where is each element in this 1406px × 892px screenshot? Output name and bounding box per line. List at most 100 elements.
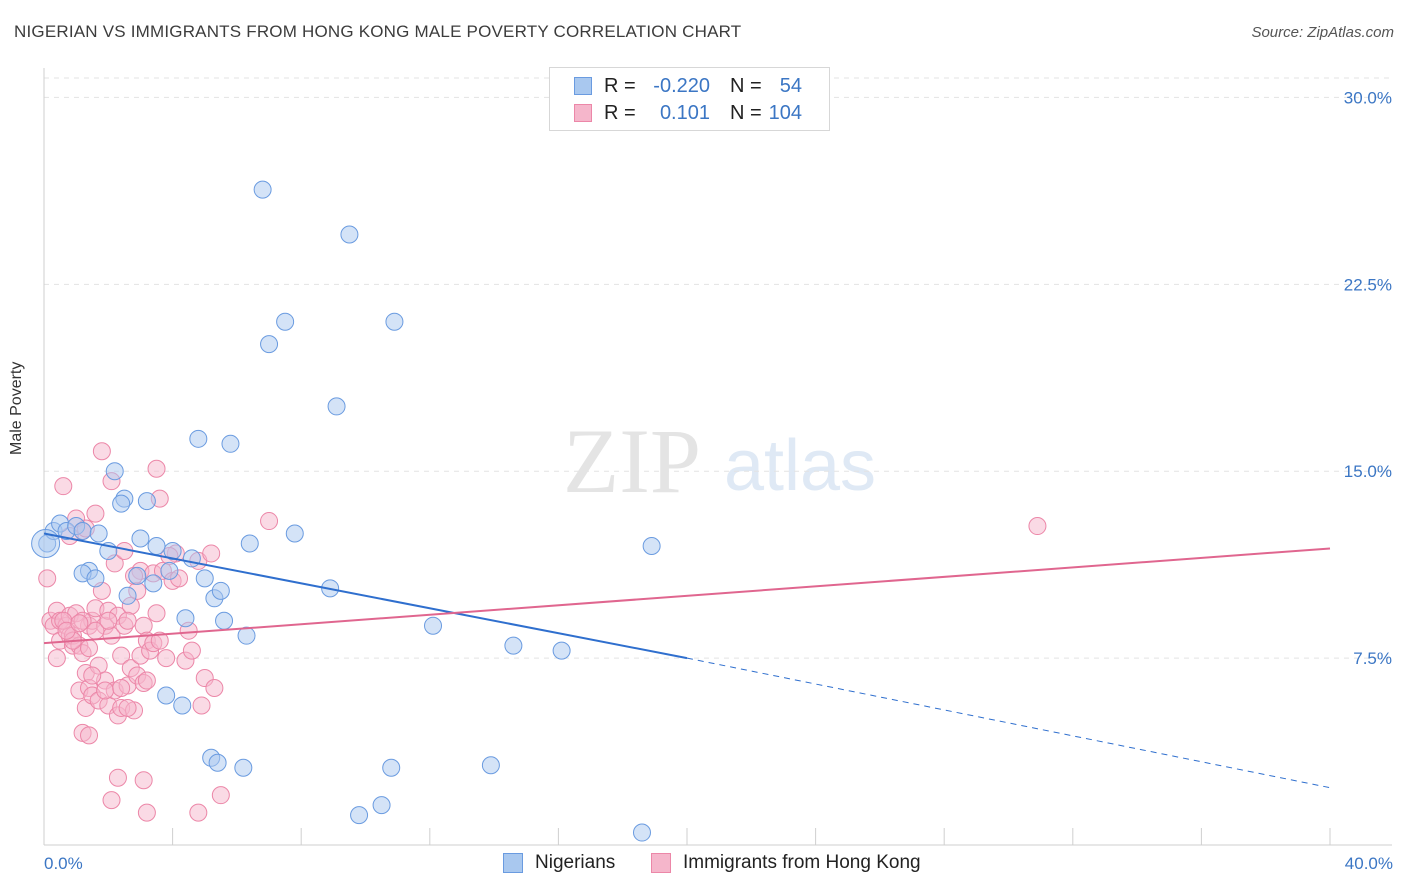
x-tick-label: 0.0% <box>44 854 83 873</box>
legend-r-label: R = <box>604 101 636 124</box>
trend-line-nigerians-extrapolated <box>686 657 1331 789</box>
gridlines <box>44 77 1392 659</box>
data-point-hong-kong <box>92 442 111 461</box>
data-point-hong-kong <box>86 504 105 523</box>
data-point-nigerians <box>89 524 108 543</box>
data-point-nigerians <box>118 586 137 605</box>
tick-labels: 7.5% 15.0% 22.5% 30.0% 0.0% 40.0% <box>44 88 1393 873</box>
data-point-nigerians <box>276 312 295 331</box>
legend-r-value: 0.101 <box>659 101 710 124</box>
data-point-nigerians <box>221 434 240 453</box>
legend-item-hong-kong[interactable]: Immigrants from Hong Kong <box>651 852 921 874</box>
data-point-hong-kong <box>83 666 102 685</box>
data-point-nigerians <box>182 549 201 568</box>
trend-line-nigerians <box>43 532 688 660</box>
data-point-hong-kong <box>99 611 118 630</box>
data-point-nigerians <box>128 566 147 585</box>
legend-swatch-pink <box>651 853 671 873</box>
data-point-hong-kong <box>202 544 221 563</box>
data-point-nigerians <box>73 522 92 541</box>
data-point-nigerians <box>163 541 182 560</box>
data-point-hong-kong <box>134 771 153 790</box>
data-point-nigerians <box>285 524 304 543</box>
data-point-nigerians <box>372 796 391 815</box>
legend-r-label: R = <box>604 74 636 97</box>
data-point-nigerians <box>112 494 131 513</box>
legend-n-label: N = <box>730 74 762 97</box>
data-point-nigerians <box>173 696 192 715</box>
data-point-nigerians <box>260 335 279 354</box>
legend-swatch-blue <box>574 77 592 95</box>
data-point-nigerians <box>327 397 346 416</box>
data-point-nigerians <box>176 609 195 628</box>
data-point-nigerians <box>552 641 571 660</box>
data-point-nigerians <box>105 462 124 481</box>
data-point-hong-kong <box>137 803 156 822</box>
legend-swatch-pink <box>574 104 592 122</box>
data-point-hong-kong <box>147 604 166 623</box>
data-point-nigerians <box>157 686 176 705</box>
data-point-nigerians <box>137 492 156 511</box>
data-point-hong-kong <box>112 646 131 665</box>
legend-row-hong-kong: R = 0.101 N = 104 <box>574 101 802 125</box>
data-point-hong-kong <box>108 768 127 787</box>
data-point-nigerians <box>147 536 166 555</box>
trend-line-hong-kong <box>43 547 1331 645</box>
data-point-nigerians <box>424 616 443 635</box>
data-point-nigerians <box>350 806 369 825</box>
source-label: Source: ZipAtlas.com <box>1251 24 1394 41</box>
data-point-nigerians <box>234 758 253 777</box>
data-point-nigerians <box>208 753 227 772</box>
bottom-legend: Nigerians Immigrants from Hong Kong <box>0 852 1406 878</box>
data-point-hong-kong <box>1028 517 1047 536</box>
data-point-hong-kong <box>182 641 201 660</box>
legend-label-nigerians: Nigerians <box>535 852 616 873</box>
data-point-hong-kong <box>118 698 137 717</box>
y-tick-label: 30.0% <box>1344 88 1392 107</box>
data-point-nigerians <box>253 180 272 199</box>
legend-row-nigerians: R = -0.220 N = 54 <box>574 74 802 98</box>
data-point-hong-kong <box>137 671 156 690</box>
data-point-hong-kong <box>112 679 131 698</box>
data-point-hong-kong <box>205 679 224 698</box>
y-tick-label: 22.5% <box>1344 275 1392 294</box>
data-point-hong-kong <box>38 569 57 588</box>
data-point-hong-kong <box>211 786 230 805</box>
y-tick-label: 15.0% <box>1344 462 1392 481</box>
legend-item-nigerians[interactable]: Nigerians <box>503 852 615 874</box>
data-point-nigerians <box>240 534 259 553</box>
data-point-hong-kong <box>96 681 115 700</box>
data-point-nigerians <box>131 529 150 548</box>
chart-title: NIGERIAN VS IMMIGRANTS FROM HONG KONG MA… <box>14 22 742 41</box>
data-point-nigerians <box>382 758 401 777</box>
series-nigerians <box>31 180 661 842</box>
watermark-zip: ZIP <box>563 410 701 512</box>
data-point-nigerians <box>215 611 234 630</box>
watermark: ZIP atlas <box>563 410 876 512</box>
stats-legend: R = -0.220 N = 54 R = 0.101 N = 104 <box>549 67 830 131</box>
data-point-hong-kong <box>147 459 166 478</box>
series-immigrants-hong-kong <box>38 442 1047 822</box>
data-point-nigerians <box>632 823 651 842</box>
legend-label-hong-kong: Immigrants from Hong Kong <box>683 852 921 873</box>
data-point-nigerians <box>385 312 404 331</box>
data-point-nigerians <box>86 569 105 588</box>
legend-n-value: 104 <box>768 101 802 124</box>
data-point-nigerians <box>237 626 256 645</box>
data-point-nigerians <box>211 581 230 600</box>
data-point-hong-kong <box>157 649 176 668</box>
data-point-hong-kong <box>80 639 99 658</box>
y-tick-label: 7.5% <box>1353 649 1392 668</box>
data-point-hong-kong <box>80 726 99 745</box>
data-point-hong-kong <box>192 696 211 715</box>
legend-n-value: 54 <box>779 74 802 97</box>
data-point-nigerians <box>340 225 359 244</box>
data-point-hong-kong <box>54 477 73 496</box>
legend-n-label: N = <box>730 101 762 124</box>
data-point-nigerians-large <box>31 528 61 558</box>
data-point-hong-kong <box>150 631 169 650</box>
data-point-nigerians <box>189 429 208 448</box>
legend-swatch-blue <box>503 853 523 873</box>
data-point-hong-kong <box>134 616 153 635</box>
